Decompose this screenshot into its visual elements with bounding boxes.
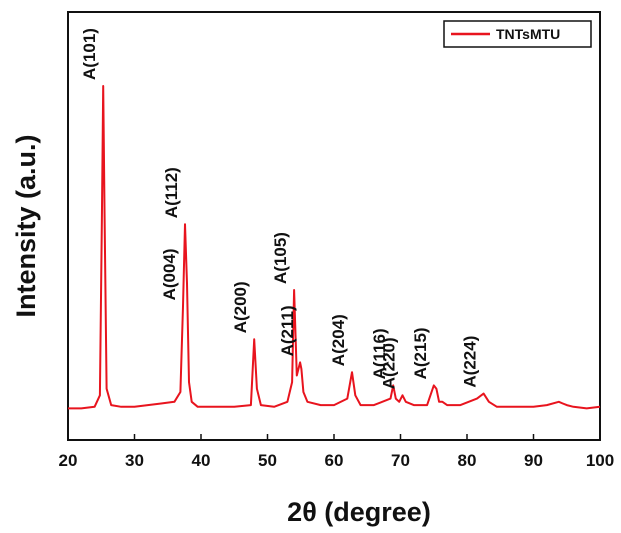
peak-label: A(112) [162, 167, 181, 218]
x-axis: 20 30 40 50 60 70 80 90 100 [59, 434, 614, 470]
x-tick-label: 30 [125, 451, 144, 470]
x-tick-label: 80 [458, 451, 477, 470]
peak-label: A(211) [278, 305, 297, 356]
x-tick-label: 50 [258, 451, 277, 470]
x-tick-label: 70 [391, 451, 410, 470]
peak-label: A(116) [370, 328, 389, 379]
x-tick-label: 20 [59, 451, 78, 470]
x-tick-label: 40 [192, 451, 211, 470]
y-axis-title: Intensity (a.u.) [11, 134, 41, 317]
legend: TNTsMTU [443, 20, 592, 48]
legend-label: TNTsMTU [496, 26, 560, 42]
series-layer [68, 85, 601, 410]
peak-label: A(101) [80, 28, 99, 80]
x-axis-title: 2θ (degree) [287, 497, 431, 527]
peak-label: A(004) [160, 248, 179, 300]
plot-frame [67, 11, 601, 441]
peak-label: A(220) [380, 337, 399, 389]
series-line [68, 85, 601, 410]
peak-annotations: A(101) A(004) A(112) A(200) A(105) A(211) A(20… [80, 28, 479, 389]
x-tick-label: 90 [524, 451, 543, 470]
peak-label: A(105) [271, 232, 290, 284]
peak-label: A(204) [329, 314, 348, 366]
x-tick-label: 100 [586, 451, 614, 470]
peak-label: A(224) [461, 336, 480, 388]
peak-label: A(200) [231, 281, 250, 333]
x-tick-label: 60 [325, 451, 344, 470]
peak-label: A(215) [411, 327, 430, 379]
